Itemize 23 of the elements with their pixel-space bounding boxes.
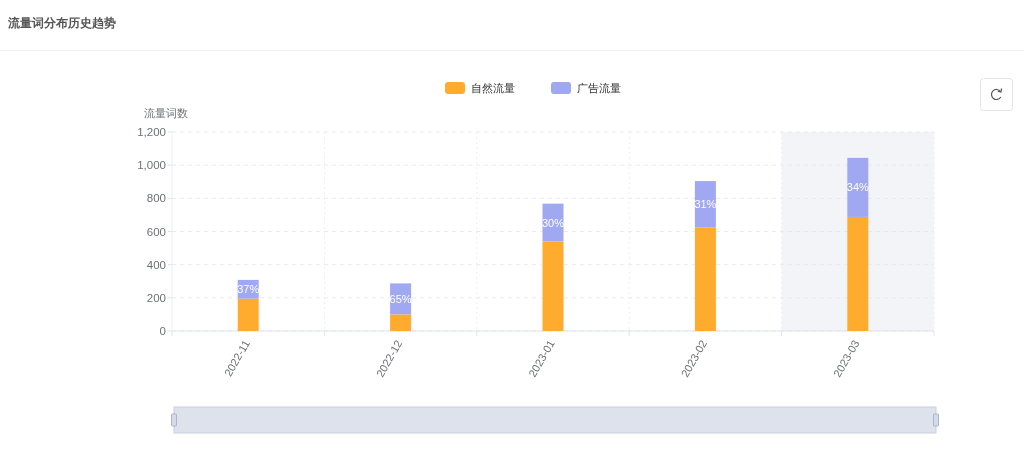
annotation: 30%	[541, 216, 565, 229]
annotation: 65%	[389, 292, 412, 305]
y-axis-title: 流量词数	[144, 107, 188, 119]
y-tick-label: 600	[146, 225, 166, 238]
legend-label: 广告流量	[577, 82, 621, 94]
bar	[694, 181, 716, 228]
bar	[694, 227, 716, 331]
y-tick-label: 0	[159, 325, 166, 337]
y-tick-label: 1,200	[137, 126, 166, 138]
annotation: 37%	[237, 283, 260, 296]
y-tick-label: 200	[146, 291, 166, 304]
legend-label: 自然流量	[471, 82, 515, 94]
bar	[542, 241, 564, 331]
text: 流量词分布历史趋势	[7, 16, 116, 30]
bar	[847, 216, 869, 331]
y-tick-label: 400	[146, 258, 166, 271]
annotation: 31%	[694, 198, 717, 211]
bar	[237, 298, 259, 331]
y-tick-label: 1,000	[137, 159, 166, 172]
annotation: 34%	[846, 181, 870, 194]
y-tick-label: 800	[146, 192, 166, 205]
bar	[390, 314, 412, 331]
bar	[847, 157, 869, 217]
